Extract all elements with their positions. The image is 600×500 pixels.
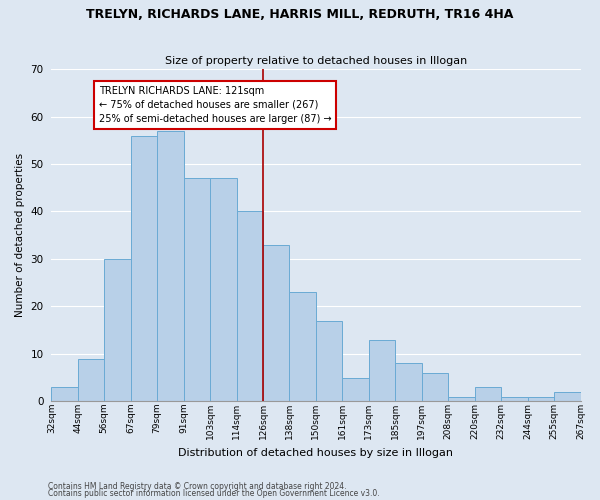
Bar xyxy=(104,259,131,402)
Title: Size of property relative to detached houses in Illogan: Size of property relative to detached ho… xyxy=(165,56,467,66)
Text: Contains public sector information licensed under the Open Government Licence v3: Contains public sector information licen… xyxy=(48,488,380,498)
Bar xyxy=(343,378,369,402)
Bar xyxy=(289,292,316,402)
Bar xyxy=(263,244,289,402)
Bar xyxy=(316,320,343,402)
Bar xyxy=(184,178,210,402)
Text: Contains HM Land Registry data © Crown copyright and database right 2024.: Contains HM Land Registry data © Crown c… xyxy=(48,482,347,491)
Bar xyxy=(78,358,104,402)
Bar xyxy=(422,373,448,402)
Bar xyxy=(395,364,422,402)
Text: TRELYN RICHARDS LANE: 121sqm
← 75% of detached houses are smaller (267)
25% of s: TRELYN RICHARDS LANE: 121sqm ← 75% of de… xyxy=(99,86,332,124)
X-axis label: Distribution of detached houses by size in Illogan: Distribution of detached houses by size … xyxy=(178,448,454,458)
Bar xyxy=(448,396,475,402)
Bar xyxy=(157,131,184,402)
Bar xyxy=(236,212,263,402)
Y-axis label: Number of detached properties: Number of detached properties xyxy=(15,153,25,318)
Text: TRELYN, RICHARDS LANE, HARRIS MILL, REDRUTH, TR16 4HA: TRELYN, RICHARDS LANE, HARRIS MILL, REDR… xyxy=(86,8,514,20)
Bar xyxy=(554,392,581,402)
Bar xyxy=(501,396,527,402)
Bar xyxy=(369,340,395,402)
Bar xyxy=(52,387,78,402)
Bar xyxy=(475,387,501,402)
Bar xyxy=(527,396,554,402)
Bar xyxy=(210,178,236,402)
Bar xyxy=(131,136,157,402)
